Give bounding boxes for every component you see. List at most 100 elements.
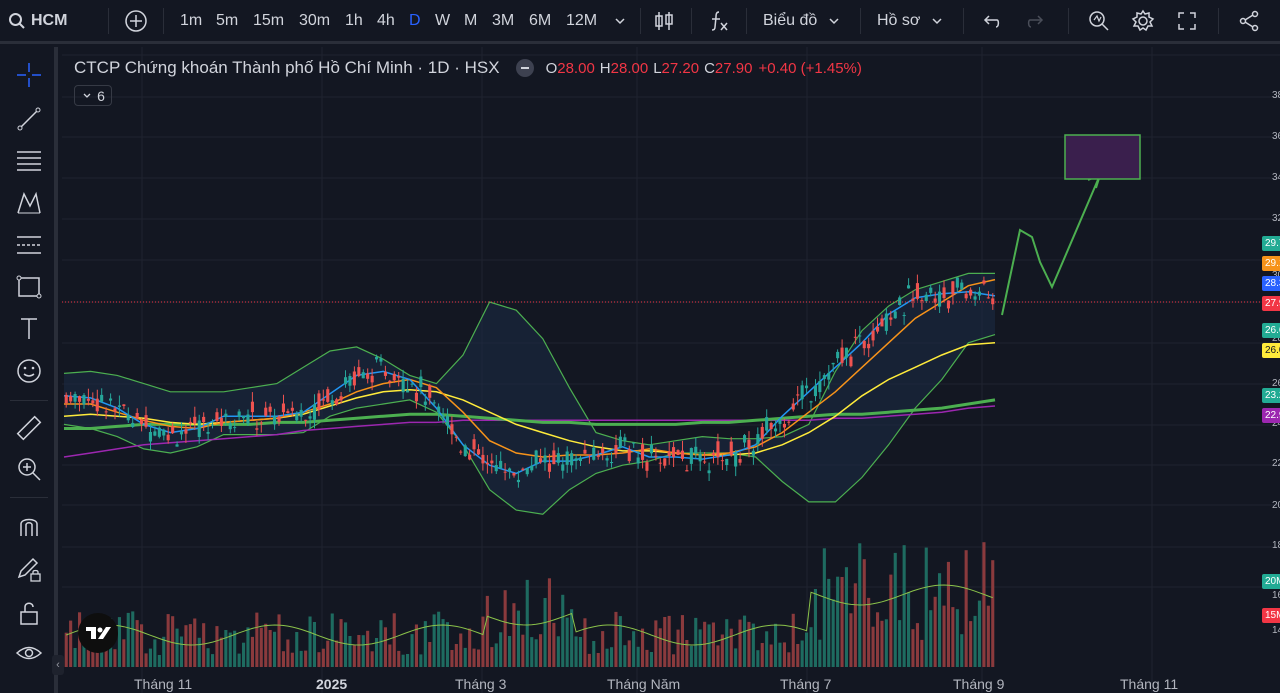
- candle-body: [379, 358, 383, 362]
- interval-4h[interactable]: 4h: [377, 12, 395, 29]
- candle-body: [370, 375, 374, 383]
- candle-body: [344, 377, 348, 385]
- volume-bar: [796, 644, 800, 667]
- indicators-button[interactable]: [707, 0, 731, 42]
- quick-search-button[interactable]: [1087, 0, 1111, 42]
- price-tick: 16: [1272, 590, 1280, 601]
- chart-canvas[interactable]: [62, 47, 1280, 693]
- candle-body: [445, 416, 449, 426]
- candle-body: [157, 427, 161, 437]
- candle-body: [898, 297, 902, 305]
- fullscreen-button[interactable]: [1176, 0, 1198, 42]
- volume-bar: [366, 630, 370, 667]
- forecast-path[interactable]: [1001, 174, 1101, 316]
- volume-bar: [308, 616, 312, 667]
- interval-d-active[interactable]: D: [409, 12, 421, 29]
- divider: [640, 8, 641, 34]
- chart-type-button[interactable]: [653, 0, 675, 42]
- candle-body: [641, 444, 645, 460]
- volume-bar: [782, 642, 786, 667]
- candle-body: [933, 298, 937, 303]
- volume-bar: [636, 646, 640, 667]
- shape-tool[interactable]: [12, 270, 46, 304]
- volume-bar: [707, 624, 711, 667]
- zoom-tool[interactable]: [12, 452, 46, 486]
- interval-m[interactable]: M: [464, 12, 478, 29]
- candle-body: [774, 428, 778, 432]
- candle-body: [570, 453, 574, 466]
- candle-body: [525, 468, 529, 475]
- volume-bar: [765, 631, 769, 667]
- candle-body: [738, 459, 742, 463]
- crosshair-tool[interactable]: [12, 58, 46, 92]
- emoji-tool[interactable]: [12, 354, 46, 388]
- settings-button[interactable]: [1131, 0, 1155, 42]
- candle-body: [836, 351, 840, 359]
- fib-tool[interactable]: [12, 144, 46, 178]
- indicators-toggle[interactable]: 6: [74, 85, 112, 106]
- volume-bar: [508, 636, 512, 667]
- candle-body: [853, 336, 857, 338]
- interval-12m[interactable]: 12M: [566, 12, 598, 29]
- candle-body: [951, 281, 955, 295]
- text-tool[interactable]: [12, 312, 46, 346]
- divider: [10, 400, 48, 401]
- x-axis-label: Tháng Năm: [607, 676, 681, 692]
- volume-bar: [729, 628, 733, 667]
- candle-body: [73, 394, 77, 402]
- interval-30m[interactable]: 30m: [299, 12, 331, 29]
- target-box[interactable]: [1064, 134, 1141, 180]
- intervals-dropdown[interactable]: [613, 0, 627, 42]
- volume-bar: [521, 634, 525, 667]
- interval-1m[interactable]: 1m: [180, 12, 203, 29]
- candle-body: [907, 285, 911, 289]
- volume-bar: [991, 560, 995, 667]
- candle-body: [437, 406, 441, 413]
- interval-w[interactable]: W: [435, 12, 451, 29]
- volume-bar: [800, 640, 804, 667]
- candle-body: [880, 318, 884, 327]
- collapse-toolbar-button[interactable]: ‹: [52, 655, 64, 675]
- profile-menu[interactable]: Hồ sơ: [877, 0, 944, 42]
- candle-body: [871, 330, 875, 341]
- visibility-tool[interactable]: [12, 636, 46, 670]
- volume-bar: [144, 653, 148, 667]
- share-button[interactable]: [1237, 0, 1261, 42]
- candle-body: [410, 383, 414, 385]
- chevron-down-icon: [83, 93, 91, 98]
- trend-line-tool[interactable]: [12, 102, 46, 136]
- candle-body: [117, 405, 121, 408]
- interval-6m[interactable]: 6M: [529, 12, 552, 29]
- tradingview-logo[interactable]: [78, 613, 118, 653]
- forecast-tool[interactable]: [12, 228, 46, 262]
- price-tick: 30: [1272, 270, 1280, 281]
- interval-15m[interactable]: 15m: [253, 12, 285, 29]
- magnet-tool[interactable]: [12, 509, 46, 543]
- candle-body: [822, 375, 826, 379]
- candle-body: [942, 287, 946, 299]
- interval-1h[interactable]: 1h: [345, 12, 363, 29]
- volume-bar: [414, 624, 418, 667]
- lock-drawings-tool[interactable]: [12, 552, 46, 586]
- measure-tool[interactable]: [12, 411, 46, 445]
- compare-button[interactable]: [124, 0, 148, 42]
- candle-body: [290, 407, 294, 411]
- candle-body: [215, 412, 219, 421]
- candle-body: [973, 296, 977, 300]
- market-status-icon[interactable]: [515, 59, 534, 77]
- undo-icon: [983, 15, 1000, 28]
- chart-menu[interactable]: Biểu đồ: [763, 0, 841, 42]
- pattern-tool[interactable]: [12, 186, 46, 220]
- candle-body: [809, 401, 813, 403]
- symbol-search[interactable]: HCM: [8, 0, 67, 42]
- candle-body: [614, 445, 618, 454]
- undo-button[interactable]: [980, 0, 1002, 42]
- lock-tool[interactable]: [12, 596, 46, 630]
- redo-button[interactable]: [1025, 0, 1047, 42]
- interval-5m[interactable]: 5m: [216, 12, 239, 29]
- candle-body: [109, 398, 113, 401]
- interval-3m[interactable]: 3M: [492, 12, 515, 29]
- volume-bar: [459, 633, 463, 667]
- smile-icon: [17, 359, 41, 383]
- share-icon: [1239, 10, 1259, 32]
